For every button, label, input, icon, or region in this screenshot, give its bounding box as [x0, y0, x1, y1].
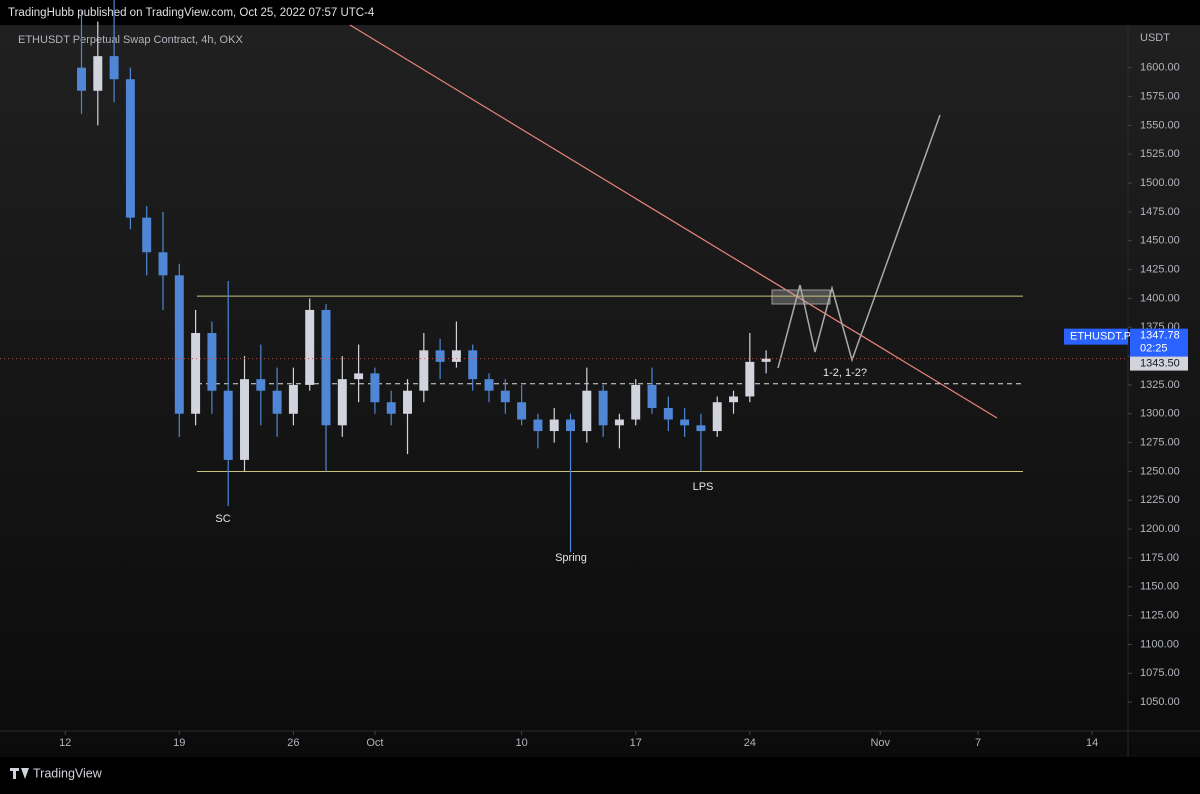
y-tick-label: 1275.00: [1140, 437, 1180, 449]
y-tick-label: 1425.00: [1140, 263, 1180, 275]
candle-body: [354, 373, 364, 380]
candle-body: [125, 79, 135, 218]
annotation: SC: [215, 513, 230, 525]
logo: [10, 768, 29, 779]
y-tick-label: 1150.00: [1140, 581, 1179, 593]
candle-body: [696, 425, 706, 432]
y-tick-label: 1100.00: [1140, 638, 1179, 650]
x-tick-label: 10: [515, 737, 527, 749]
candle-body: [321, 309, 331, 426]
y-tick-label: 1175.00: [1140, 552, 1179, 564]
x-tick-label: 17: [630, 737, 642, 749]
candle-body: [435, 350, 445, 362]
candle-body: [240, 379, 249, 460]
candle-body: [223, 390, 233, 460]
y-tick-label: 1325.00: [1140, 379, 1180, 391]
candle-body: [191, 333, 201, 414]
candle-body: [484, 379, 494, 391]
price-tag-bg: [1130, 356, 1188, 371]
candle-body: [582, 390, 592, 432]
candle-body: [598, 390, 608, 426]
y-tick-label: 1525.00: [1140, 148, 1180, 160]
y-tick-label: 1250.00: [1140, 465, 1180, 477]
annotation: 1-2, 1-2?: [823, 367, 867, 379]
candle-body: [745, 361, 755, 397]
candle-body: [566, 419, 576, 432]
y-tick-label: 1475.00: [1140, 206, 1180, 218]
candle-body: [207, 333, 217, 391]
y-tick-label: 1550.00: [1140, 119, 1180, 131]
x-tick-label: Oct: [366, 737, 383, 749]
candle-body: [288, 384, 298, 414]
candle-body: [468, 350, 478, 380]
candle-body: [517, 402, 527, 420]
y-tick-label: 1125.00: [1140, 610, 1179, 622]
trendline: [349, 24, 998, 419]
candle-body: [500, 390, 510, 403]
y-tick-label: 1450.00: [1140, 235, 1180, 247]
annotation: Spring: [555, 552, 587, 564]
candle-body: [158, 252, 168, 276]
price-tag: 1343.50: [1140, 357, 1180, 369]
x-tick-label: 7: [975, 737, 981, 749]
projection-path: [777, 114, 941, 369]
y-tick-label: 1225.00: [1140, 494, 1180, 506]
candle-body: [647, 384, 657, 408]
x-tick-label: 14: [1086, 737, 1098, 749]
candle-body: [93, 56, 103, 91]
candle-body: [77, 67, 86, 91]
candle-body: [549, 419, 559, 432]
x-tick-label: 24: [744, 737, 756, 749]
candle-body: [712, 402, 722, 432]
symbol-tag: ETHUSDT.P: [1070, 331, 1131, 343]
footer-brand: TradingView: [33, 766, 103, 780]
candle-body: [386, 402, 396, 414]
candle-body: [614, 419, 624, 426]
axis-unit: USDT: [1140, 32, 1170, 44]
candle-body: [451, 350, 461, 362]
candle-body: [761, 358, 771, 362]
candle-body: [403, 390, 412, 414]
x-tick-label: 12: [59, 737, 71, 749]
candle-body: [729, 396, 739, 403]
y-tick-label: 1500.00: [1140, 177, 1180, 189]
countdown-tag: 02:25: [1140, 343, 1168, 355]
candle-body: [631, 384, 641, 420]
last-price-tag-bg: [1130, 328, 1188, 357]
candle-body: [256, 379, 266, 391]
candle-body: [663, 407, 673, 420]
y-tick-label: 1600.00: [1140, 62, 1180, 74]
symbol-tag-bg: [1064, 328, 1128, 345]
y-tick-label: 1300.00: [1140, 408, 1180, 420]
x-tick-label: Nov: [870, 737, 890, 749]
candle-body: [533, 419, 543, 432]
candle-body: [109, 56, 119, 80]
last-price-tag: 1347.78: [1140, 330, 1180, 342]
candle-body: [272, 390, 282, 414]
annotation: LPS: [693, 481, 714, 493]
candle-body: [337, 379, 347, 426]
y-tick-label: 1075.00: [1140, 667, 1180, 679]
y-tick-label: 1400.00: [1140, 292, 1180, 304]
y-tick-label: 1200.00: [1140, 523, 1180, 535]
y-tick-label: 1575.00: [1140, 90, 1180, 102]
x-tick-label: 19: [173, 737, 185, 749]
candle-body: [174, 275, 184, 414]
header-text: TradingHubb published on TradingView.com…: [8, 7, 375, 19]
x-tick-label: 26: [287, 737, 299, 749]
y-tick-label: 1050.00: [1140, 696, 1180, 708]
candle-body: [142, 217, 152, 253]
candle-body: [370, 373, 380, 403]
candle-body: [419, 350, 429, 391]
candle-body: [305, 309, 315, 385]
chart-title: ETHUSDT Perpetual Swap Contract, 4h, OKX: [18, 34, 243, 46]
candle-body: [680, 419, 690, 426]
